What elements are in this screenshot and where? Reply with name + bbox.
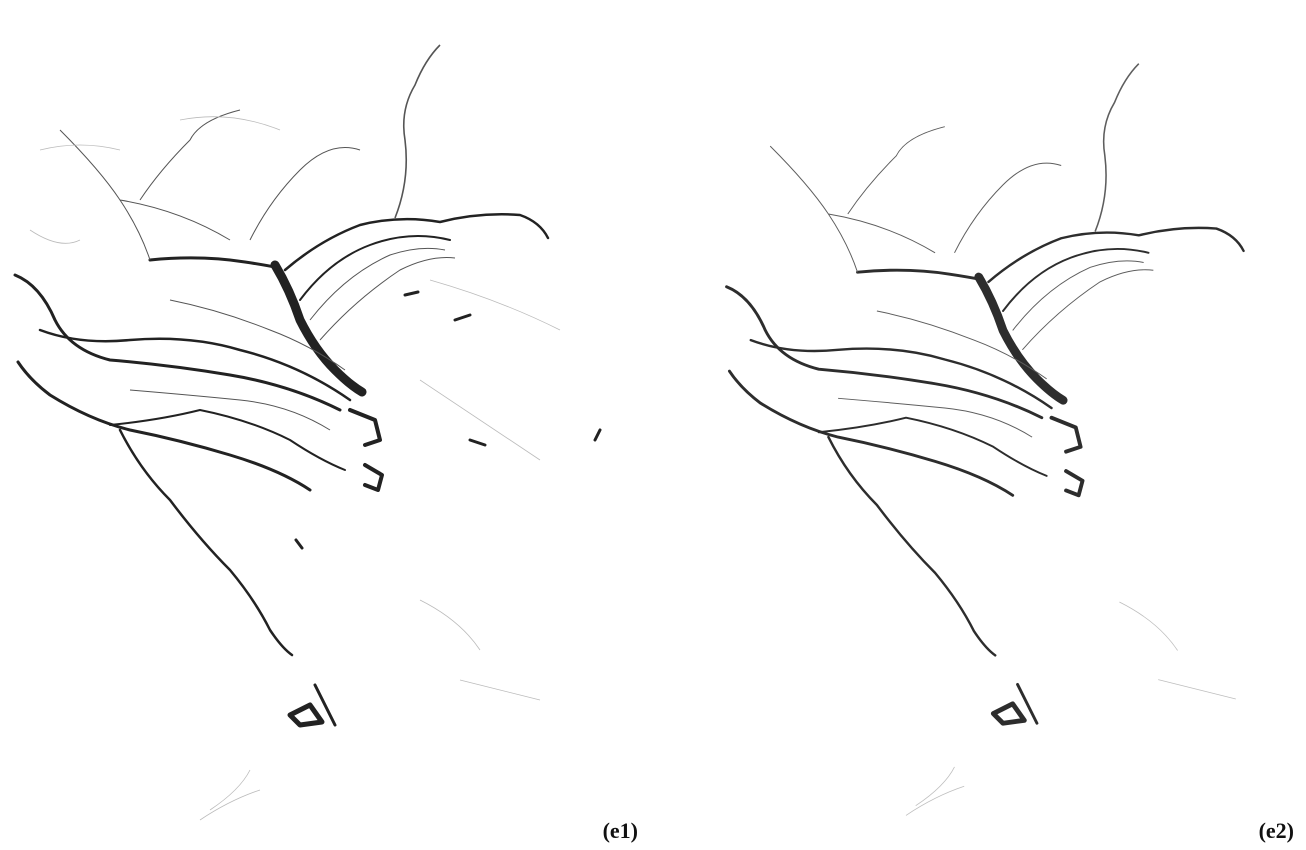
panel-label: (e1) xyxy=(603,818,638,843)
panel-label: (e2) xyxy=(1259,818,1294,843)
map-panel-e1: (e1) xyxy=(15,45,638,843)
map-panel-e2: (e2) xyxy=(727,64,1294,843)
page: {"panels": [{"label": "(e1)"}, {"label":… xyxy=(0,0,1306,850)
figure: (e1) (e2) xyxy=(0,0,1306,850)
